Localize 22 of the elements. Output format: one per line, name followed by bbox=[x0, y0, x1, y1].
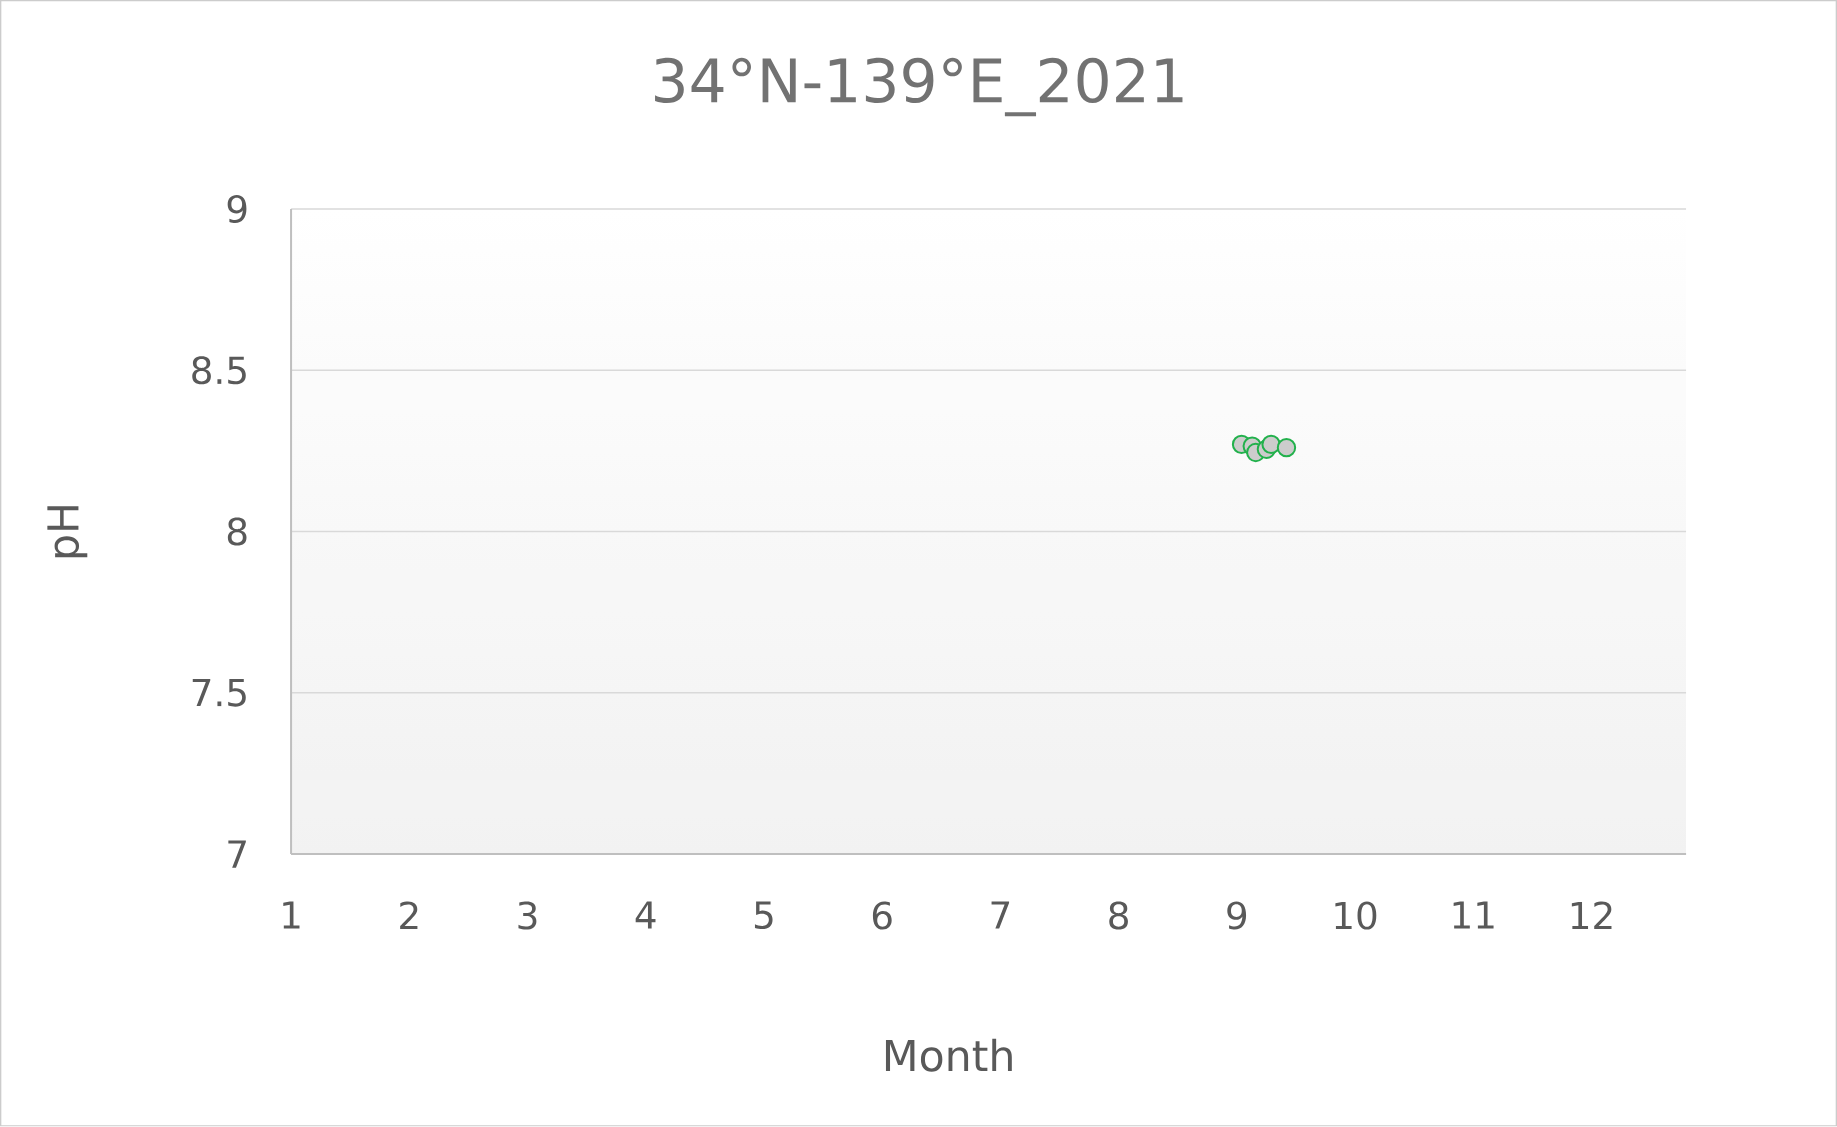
x-tick-label: 8 bbox=[1109, 901, 1128, 930]
y-tick-label: 8.5 bbox=[192, 356, 246, 385]
point bbox=[1276, 438, 1297, 458]
x-tick-label: 5 bbox=[754, 901, 773, 930]
x-tick-label: 3 bbox=[518, 901, 537, 930]
y-axis-title: pH bbox=[47, 506, 88, 558]
x-tick-label: 7 bbox=[991, 901, 1010, 929]
y-tick-label: 7 bbox=[228, 840, 246, 868]
x-tick-label: 9 bbox=[1227, 901, 1247, 930]
chart-title: 34°N-139°E_2021 bbox=[655, 57, 1183, 117]
point bbox=[1261, 435, 1281, 455]
x-tick-label: 4 bbox=[635, 901, 656, 929]
y-tick-label: 8 bbox=[227, 517, 247, 546]
x-tick-label: 10 bbox=[1335, 901, 1377, 930]
x-axis-title: Month bbox=[885, 1038, 1012, 1072]
x-tick-label: 1 bbox=[283, 901, 300, 929]
y-tick-label: 7.5 bbox=[192, 679, 246, 707]
x-tick-label: 6 bbox=[872, 901, 892, 930]
x-tick-label: 2 bbox=[400, 901, 418, 930]
x-tick-label: 12 bbox=[1571, 901, 1612, 930]
x-tick-label: 11 bbox=[1453, 901, 1494, 929]
y-tick-label: 9 bbox=[227, 195, 247, 224]
